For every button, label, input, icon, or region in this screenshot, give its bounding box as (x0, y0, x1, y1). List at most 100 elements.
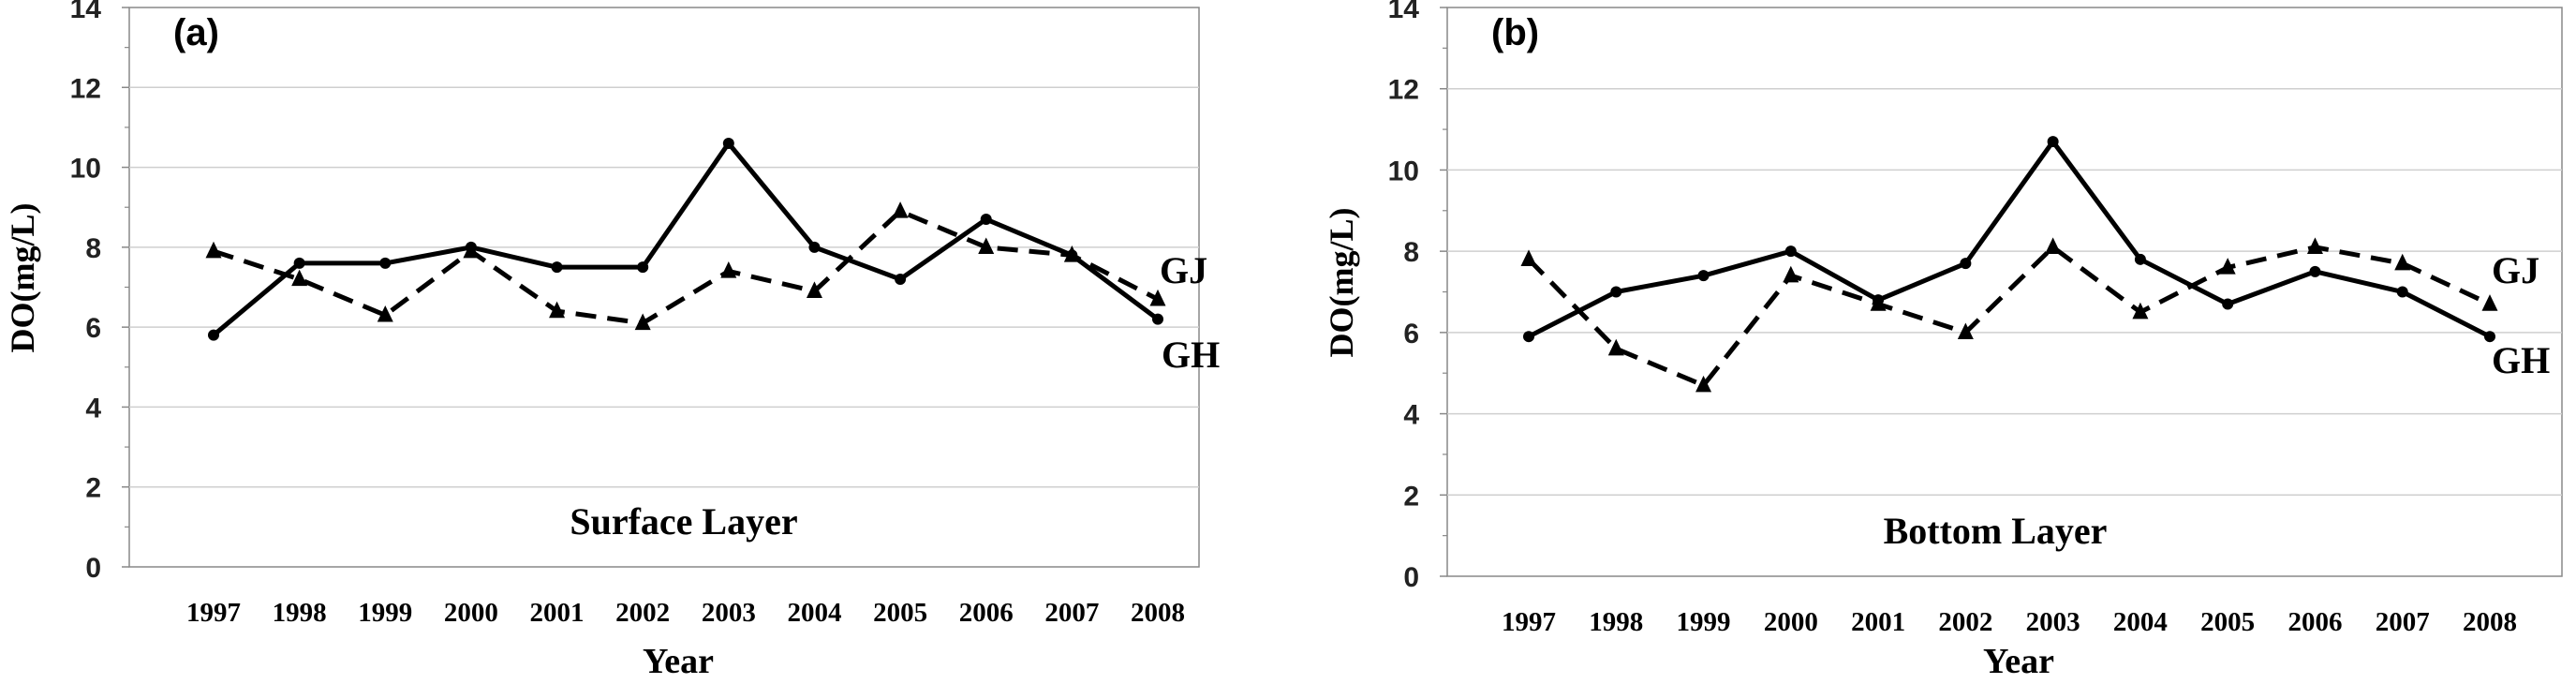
data-point-gh (2396, 286, 2408, 298)
series-line-gj (213, 208, 1160, 326)
data-point-gj (634, 313, 651, 331)
layer-annotation: Surface Layer (570, 500, 797, 543)
data-point-gj (2045, 237, 2062, 255)
y-tick-label: 2 (85, 473, 101, 504)
series-line-gj (1527, 245, 2492, 388)
x-tick-label: 2004 (2113, 607, 2168, 637)
data-point-gh (1610, 286, 1622, 298)
y-tick-label: 6 (85, 313, 101, 344)
series-label-gj: GJ (1160, 249, 1207, 291)
data-point-gj (205, 241, 222, 259)
chart-panel-0: 0 2 4 6 8 10 12 14 1997 1998 1999 2000 2001 2002 2003 2… (4, 0, 1220, 681)
panel-label: (a) (173, 12, 219, 53)
y-tick-label: 14 (1388, 0, 1420, 24)
data-point-gj (377, 305, 393, 322)
data-point-gj (1520, 249, 1537, 267)
y-tick-label: 12 (70, 73, 101, 104)
y-tick-label: 0 (1403, 562, 1419, 593)
data-point-gh (2222, 298, 2234, 310)
data-point-gh (2484, 331, 2495, 343)
data-point-gj (1870, 294, 1887, 311)
x-tick-label: 2008 (1131, 598, 1185, 628)
data-point-gj (463, 241, 480, 259)
data-point-gh (1152, 313, 1163, 325)
x-tick-label: 2003 (2026, 607, 2080, 637)
x-tick-label: 2001 (530, 598, 585, 628)
x-tick-label: 2006 (959, 598, 1014, 628)
data-point-gh (1697, 270, 1710, 282)
y-tick-label: 12 (1388, 75, 1419, 106)
data-point-gj (2219, 258, 2236, 275)
x-tick-label: 2001 (1851, 607, 1905, 637)
data-point-gh (895, 273, 907, 285)
data-point-gh (722, 137, 734, 149)
x-tick-label: 2005 (873, 598, 927, 628)
data-point-gh (808, 241, 821, 253)
plot-area (128, 7, 1200, 568)
data-point-gh (980, 214, 992, 226)
x-tick-label: 2006 (2287, 607, 2342, 637)
x-tick-label: 2002 (1938, 607, 1992, 637)
y-tick-label: 4 (85, 393, 101, 424)
panel-label: (b) (1491, 12, 1539, 53)
data-point-gh (2047, 136, 2059, 148)
y-tick-label: 10 (1388, 156, 1419, 186)
x-tick-label: 2007 (2376, 607, 2430, 637)
chart-panel-1: 0 2 4 6 8 10 12 14 1997 1998 1999 2000 2001 2002 2003 2… (1323, 0, 2563, 681)
x-tick-label: 1999 (358, 598, 412, 628)
y-tick-label: 0 (85, 553, 101, 584)
data-point-gj (892, 201, 909, 218)
y-axis-label: DO(mg/L) (1323, 208, 1360, 358)
data-point-gj (2132, 302, 2149, 320)
y-tick-label: 8 (1403, 237, 1419, 268)
x-tick-label: 2000 (1764, 607, 1818, 637)
data-point-gj (1149, 289, 1166, 306)
data-point-gh (379, 257, 392, 269)
data-point-gh (1784, 245, 1797, 258)
data-point-gh (208, 329, 219, 341)
data-point-gj (2481, 294, 2498, 311)
data-point-gj (2394, 253, 2411, 271)
data-point-gh (1960, 258, 1972, 270)
x-tick-label: 1998 (1589, 607, 1643, 637)
x-tick-label: 1999 (1677, 607, 1731, 637)
data-point-gj (1695, 375, 1712, 393)
data-point-gj (1957, 322, 1974, 340)
data-point-gh (2134, 253, 2146, 265)
x-tick-label: 2007 (1044, 598, 1099, 628)
x-tick-label: 2008 (2463, 607, 2517, 637)
data-point-gj (978, 237, 995, 255)
x-tick-label: 2004 (787, 598, 841, 628)
data-point-gj (1063, 245, 1080, 262)
data-point-gh (637, 261, 649, 274)
x-tick-label: 2000 (444, 598, 498, 628)
y-tick-label: 10 (70, 154, 101, 185)
y-tick-label: 2 (1403, 481, 1419, 512)
data-point-gh (551, 261, 563, 274)
series-line-gh (1527, 139, 2492, 339)
y-tick-label: 8 (85, 233, 101, 264)
x-tick-label: 2003 (702, 598, 756, 628)
data-point-gj (549, 301, 566, 319)
x-tick-label: 2002 (615, 598, 670, 628)
data-point-gh (293, 257, 305, 269)
y-tick-label: 14 (70, 0, 102, 24)
y-axis-label: DO(mg/L) (4, 203, 41, 353)
data-point-gj (2306, 237, 2323, 255)
data-point-gj (1607, 338, 1624, 356)
data-point-gh (1523, 331, 1534, 343)
x-axis-label: Year (643, 642, 714, 681)
data-point-gj (720, 261, 737, 278)
y-tick-label: 4 (1403, 400, 1419, 431)
data-point-gj (291, 269, 308, 287)
series-label-gj: GJ (2492, 249, 2539, 291)
series-label-gh: GH (1162, 334, 1220, 376)
x-tick-label: 2005 (2200, 607, 2255, 637)
layer-annotation: Bottom Layer (1884, 510, 2108, 552)
data-point-gh (2309, 265, 2321, 277)
x-tick-label: 1997 (1502, 607, 1556, 637)
y-tick-label: 6 (1403, 319, 1419, 349)
data-point-gj (1783, 265, 1799, 283)
x-tick-label: 1997 (186, 598, 241, 628)
